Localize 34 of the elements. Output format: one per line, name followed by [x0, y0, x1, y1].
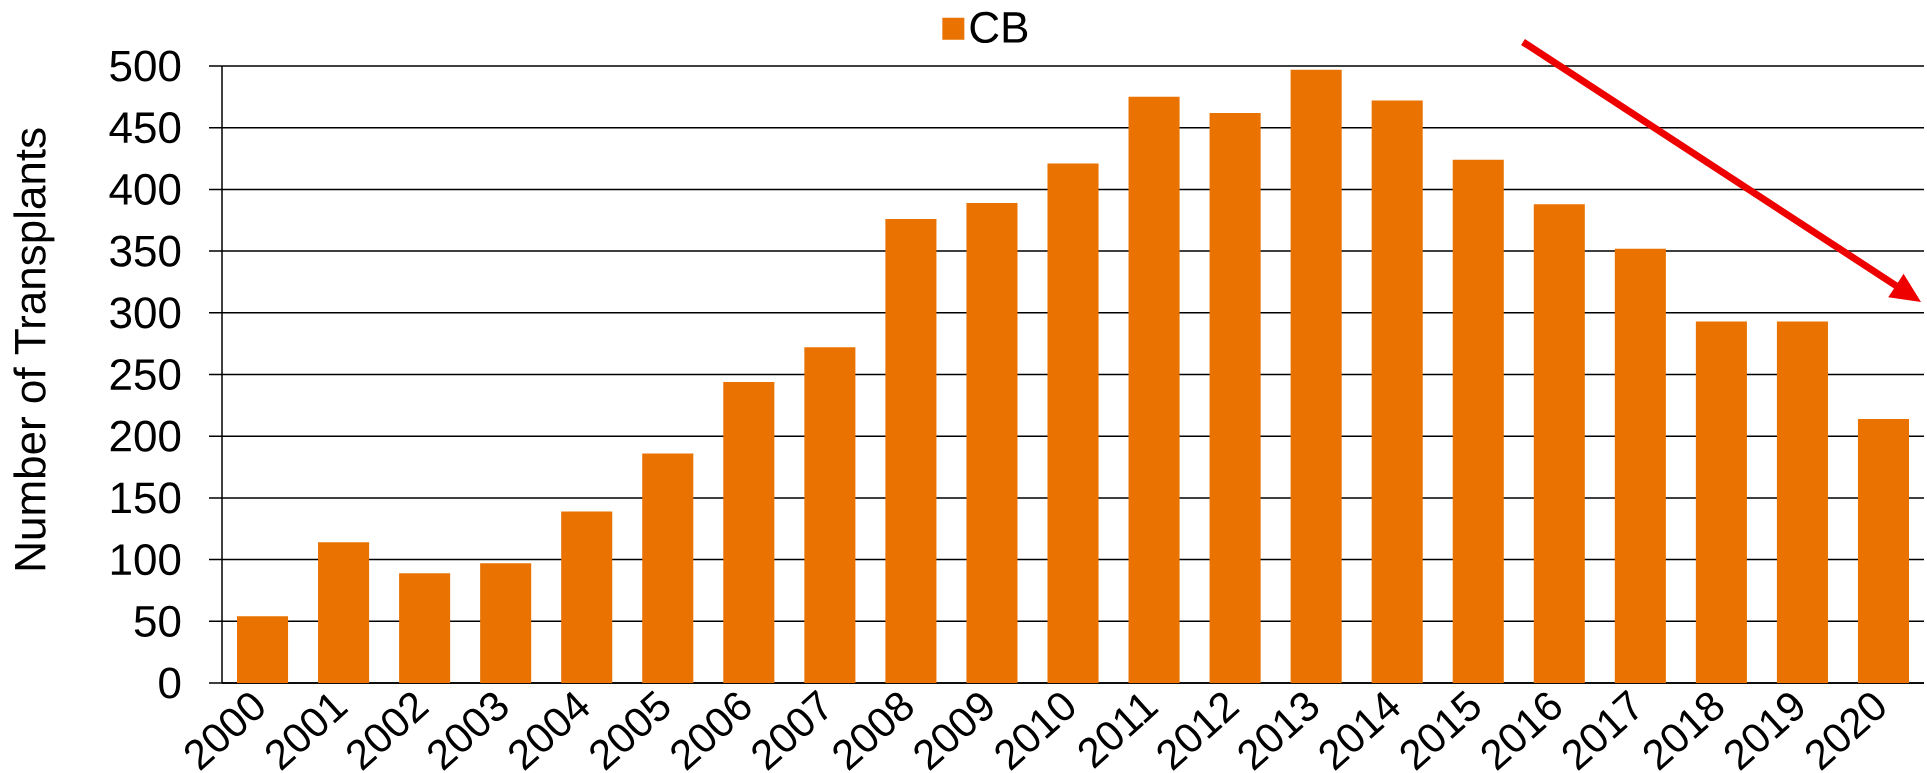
y-tick-label: 250 — [110, 358, 181, 391]
bar — [1614, 248, 1666, 683]
bar — [237, 616, 289, 683]
bar — [1209, 112, 1261, 683]
y-tick-label: 300 — [110, 297, 181, 329]
bar — [642, 453, 694, 683]
bar — [1776, 321, 1828, 683]
y-tick-label: 450 — [109, 112, 181, 144]
y-tick-label: 350 — [110, 235, 181, 267]
bar — [1533, 204, 1585, 683]
bar — [804, 347, 856, 683]
bar — [1695, 321, 1747, 683]
bar — [561, 511, 613, 683]
y-tick-label: 150 — [111, 482, 181, 514]
y-tick-label: 400 — [109, 173, 181, 205]
bar — [885, 219, 937, 683]
y-tick-label: 100 — [111, 544, 181, 576]
bar — [966, 202, 1018, 683]
bar — [1290, 69, 1342, 683]
bar — [1857, 418, 1910, 683]
bar — [1452, 159, 1504, 683]
y-tick-label: 200 — [110, 420, 181, 452]
bar — [318, 542, 370, 683]
bar — [723, 381, 775, 683]
y-tick-label: 0 — [159, 667, 181, 699]
bar — [1371, 100, 1423, 683]
y-axis-title: Number of Transplants — [13, 128, 55, 570]
bar — [1047, 163, 1099, 683]
y-tick-label: 50 — [134, 605, 181, 637]
legend-label: CB — [970, 11, 1028, 44]
y-tick-label: 500 — [110, 50, 181, 82]
bar — [480, 563, 532, 683]
bar — [399, 573, 451, 683]
bar — [1128, 96, 1180, 683]
